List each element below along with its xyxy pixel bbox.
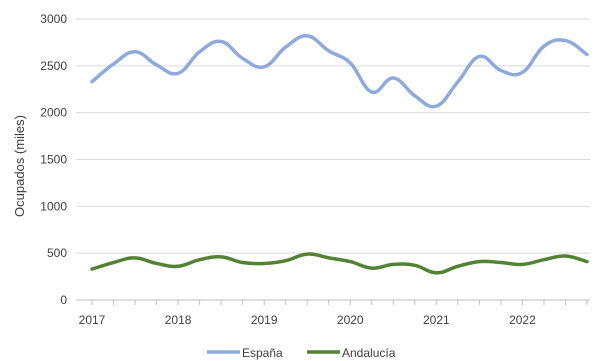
y-tick-label: 500	[47, 246, 67, 260]
y-axis-ticks: 0 500 1000 1500 2000 2500 3000	[40, 12, 67, 307]
x-tick-label: 2021	[423, 313, 450, 327]
y-tick-label: 2500	[40, 59, 67, 73]
legend-label: Andalucía	[342, 346, 396, 360]
y-tick-label: 0	[60, 293, 67, 307]
legend: España Andalucía	[207, 346, 396, 360]
y-tick-label: 1000	[40, 199, 67, 213]
y-tick-label: 3000	[40, 12, 67, 26]
gridlines	[76, 18, 590, 254]
x-axis-ticks: 2017 2018 2019 2020 2021 2022	[79, 300, 588, 327]
x-tick-label: 2019	[251, 313, 278, 327]
series-lines	[90, 34, 589, 275]
y-axis-title: Ocupados (miles)	[12, 115, 27, 217]
series-line-0	[90, 34, 589, 109]
x-tick-label: 2022	[509, 313, 536, 327]
x-tick-label: 2020	[337, 313, 364, 327]
y-tick-label: 2000	[40, 106, 67, 120]
x-tick-label: 2017	[79, 313, 106, 327]
y-tick-label: 1500	[40, 153, 67, 167]
legend-label: España	[242, 346, 283, 360]
series-line-1	[90, 252, 589, 275]
x-tick-label: 2018	[165, 313, 192, 327]
